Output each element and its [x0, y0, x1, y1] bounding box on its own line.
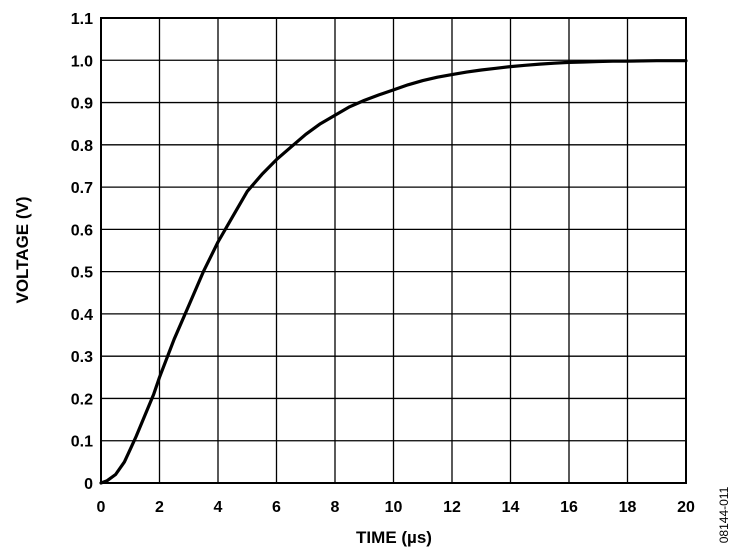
y-tick-label: 0.8 [71, 138, 93, 155]
y-tick-label: 0.7 [71, 180, 93, 197]
y-tick-labels: 0 0.1 0.2 0.3 0.4 0.5 0.6 0.7 0.8 0.9 1.0 1.1 [71, 11, 93, 493]
y-axis-title: VOLTAGE (V) [13, 196, 32, 303]
plot-frame [100, 17, 687, 484]
x-tick-label: 8 [331, 499, 340, 516]
y-tick-label: 0.2 [71, 391, 93, 408]
y-tick-label: 1.0 [71, 53, 93, 70]
y-tick-label: 0.3 [71, 349, 93, 366]
x-tick-label: 6 [272, 499, 281, 516]
y-tick-label: 0.9 [71, 96, 93, 113]
y-tick-label: 0.4 [71, 307, 93, 324]
y-tick-label: 0.5 [71, 265, 93, 282]
x-tick-label: 20 [677, 499, 695, 516]
y-tick-label: 0 [84, 476, 93, 493]
y-tick-label: 0.1 [71, 434, 93, 451]
x-tick-label: 10 [385, 499, 403, 516]
x-tick-label: 12 [443, 499, 461, 516]
x-tick-label: 2 [155, 499, 164, 516]
figure-id: 08144-011 [717, 486, 731, 543]
x-tick-label: 0 [97, 499, 106, 516]
x-tick-labels: 0 2 4 6 8 10 12 14 16 18 20 [97, 499, 695, 516]
x-axis-title: TIME (µs) [356, 528, 432, 547]
x-tick-label: 14 [502, 499, 520, 516]
chart-grid [100, 17, 687, 484]
x-tick-label: 4 [214, 499, 223, 516]
y-tick-label: 0.6 [71, 222, 93, 239]
voltage-series-line [99, 59, 688, 485]
x-tick-label: 18 [619, 499, 637, 516]
x-tick-label: 16 [560, 499, 578, 516]
y-tick-label: 1.1 [71, 11, 93, 28]
